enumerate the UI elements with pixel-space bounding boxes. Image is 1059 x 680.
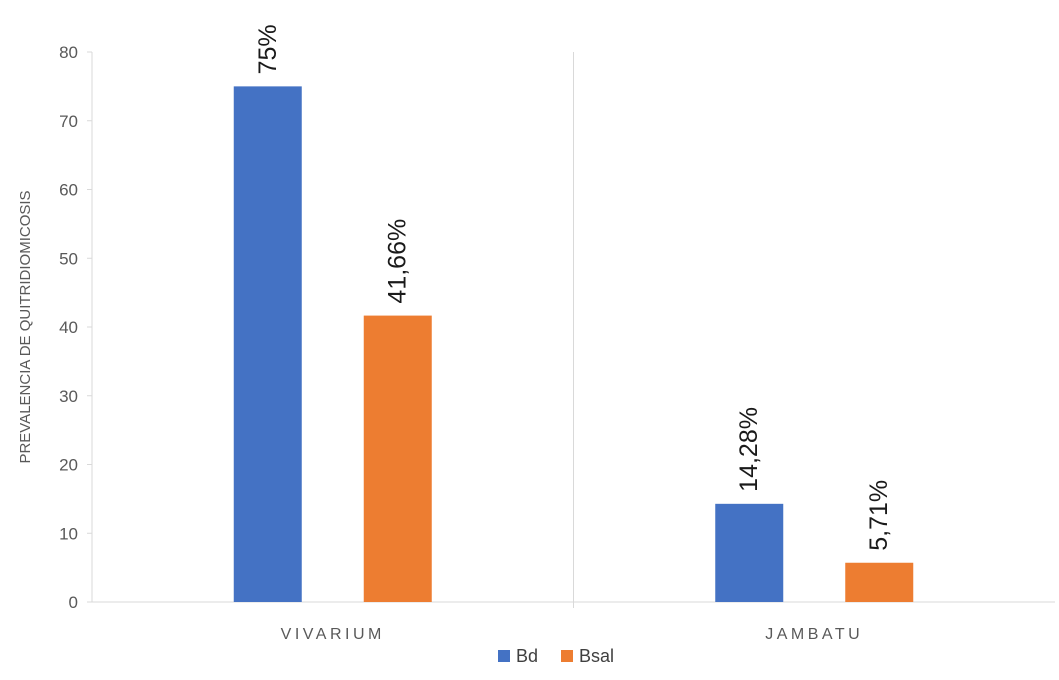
y-tick-label: 40 (59, 318, 78, 337)
data-label: 41,66% (384, 219, 412, 304)
y-tick-label: 70 (59, 112, 78, 131)
bars (233, 86, 914, 602)
y-axis-title: PREVALENCIA DE QUITRIDIOMICOSIS (17, 190, 34, 463)
y-tick-label: 10 (59, 524, 78, 543)
y-tick-label: 0 (69, 593, 78, 612)
legend-label: Bsal (579, 646, 614, 666)
data-label: 75% (254, 24, 282, 74)
y-axis-ticks: 0 10 20 30 40 50 60 70 80 (59, 43, 92, 612)
y-tick-label: 80 (59, 43, 78, 62)
bar-bd-vivarium (233, 86, 302, 602)
category-label: VIVARIUM (281, 626, 385, 643)
data-label: 5,71% (865, 480, 893, 551)
data-labels: 75% 41,66% 14,28% 5,71% (254, 24, 894, 550)
category-label: JAMBATU (765, 626, 863, 643)
legend-label: Bd (516, 646, 538, 666)
y-tick-label: 50 (59, 249, 78, 268)
y-tick-label: 60 (59, 181, 78, 200)
y-tick-label: 30 (59, 387, 78, 406)
legend-swatch-bd (498, 650, 510, 662)
legend-swatch-bsal (561, 650, 573, 662)
y-tick-label: 20 (59, 456, 78, 475)
bar-bsal-vivarium (363, 315, 432, 602)
bar-bsal-jambatu (845, 562, 914, 602)
bar-bd-jambatu (715, 503, 784, 602)
legend: Bd Bsal (498, 646, 614, 666)
category-labels: VIVARIUM JAMBATU (281, 626, 863, 643)
data-label: 14,28% (735, 407, 763, 492)
